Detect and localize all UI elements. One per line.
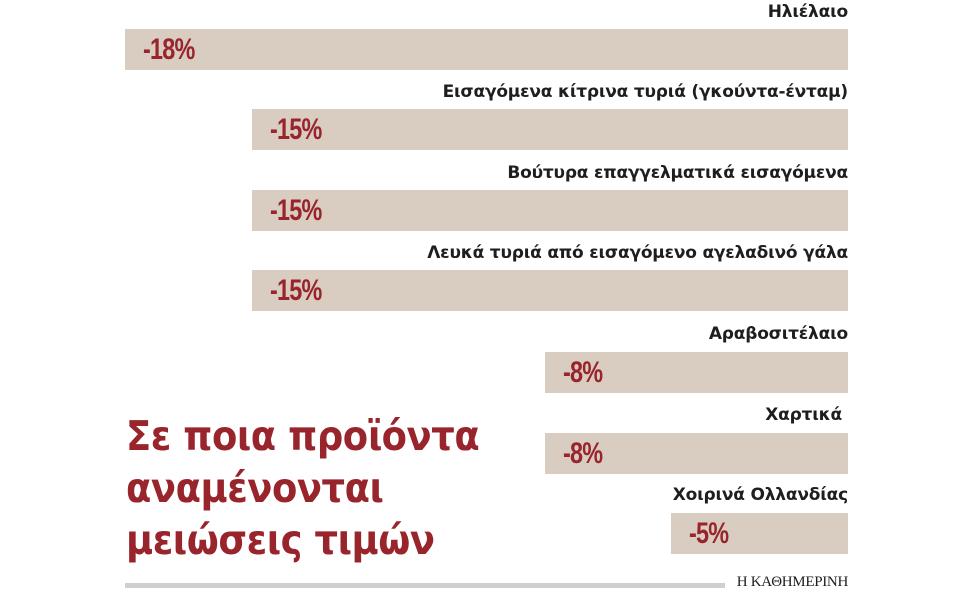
category-label: Ηλιέλαιο	[767, 2, 848, 22]
bar: -15%	[252, 190, 848, 231]
bar: -18%	[125, 29, 848, 70]
chart-title: Σε ποια προϊόντα αναμένονται μειώσεις τι…	[126, 410, 518, 566]
bar-value-label: -18%	[143, 33, 195, 66]
bar-value-label: -15%	[270, 113, 322, 146]
category-label: Λευκά τυριά από εισαγόμενο αγελαδινό γάλ…	[427, 243, 848, 263]
chart-title-line: μειώσεις τιμών	[126, 516, 435, 564]
publisher-logo: Η ΚΑΘΗΜΕΡΙΝΗ	[736, 574, 849, 590]
bar: -15%	[252, 270, 848, 311]
category-label: Εισαγόμενα κίτρινα τυριά (γκούντα-ένταμ)	[442, 82, 849, 102]
bar-value-label: -8%	[563, 437, 603, 470]
bar: -5%	[671, 513, 848, 554]
category-label: Χαρτικά	[765, 405, 842, 425]
bar-value-label: -5%	[689, 517, 729, 550]
chart-title-line: Σε ποια προϊόντα	[126, 412, 480, 460]
chart-title-line: αναμένονται	[126, 464, 384, 512]
category-label: Χοιρινά Ολλανδίας	[672, 485, 848, 505]
bar: -15%	[252, 109, 848, 150]
bar-value-label: -15%	[270, 194, 322, 227]
bar: -8%	[545, 433, 848, 474]
category-label: Αραβοσιτέλαιο	[708, 324, 848, 344]
bar-value-label: -8%	[563, 356, 603, 389]
bar: -8%	[545, 352, 848, 393]
category-label: Βούτυρα επαγγελματικά εισαγόμενα	[507, 163, 848, 183]
bar-value-label: -15%	[270, 274, 322, 307]
footer-divider	[125, 583, 725, 588]
